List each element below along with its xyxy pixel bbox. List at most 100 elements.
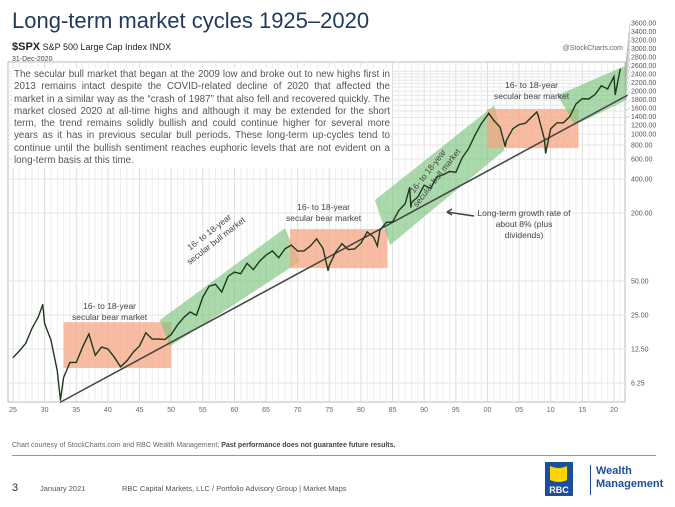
data-point [429,187,432,190]
data-point [88,333,90,335]
data-point [410,206,412,208]
y-tick-label: 600.00 [631,157,653,164]
y-tick-label: 2000.00 [631,89,656,96]
trend-arrow [446,211,475,217]
data-point [354,248,356,250]
data-point [613,75,615,78]
x-tick-label: 75 [325,407,333,414]
x-tick-label: 85 [389,407,397,414]
data-point [18,350,20,352]
bull-channel-5 [557,65,627,126]
x-tick-label: 30 [41,407,49,414]
y-tick-label: 1600.00 [631,106,656,113]
y-tick-leader [624,65,631,88]
bear-range-0 [63,322,172,368]
x-tick-label: 10 [547,407,555,414]
data-point [569,116,571,118]
data-point [455,171,457,173]
data-point [607,88,609,90]
exchange: INDX [149,42,172,52]
data-point [25,342,27,345]
data-point [100,346,103,348]
annotation-trend-line: Long-term growth rate of about 8% (plus … [477,208,571,240]
y-tick-label: 50.00 [631,279,649,286]
data-point [107,348,109,350]
y-tick-label: 1000.00 [631,132,656,139]
data-point [50,339,52,341]
data-point [126,360,128,362]
data-point [556,122,558,124]
y-tick-label: 3200.00 [631,38,656,45]
data-point [42,303,44,306]
x-tick-label: 55 [199,407,207,414]
data-point [119,366,122,368]
data-point [322,247,324,249]
y-tick-label: 2600.00 [631,63,656,70]
data-point [379,229,381,231]
data-point [309,245,311,247]
y-tick-leader [624,48,631,81]
y-tick-label: 25.00 [631,313,649,320]
data-point [505,139,508,141]
y-tick-leader [624,23,631,72]
data-point [436,176,438,178]
x-tick-label: 35 [72,407,80,414]
data-point [113,356,115,358]
x-axis: 25 30 35 40 45 50 55 60 65 70 75 80 85 90 95 00 05 10 15 20 [9,407,618,414]
price-series [12,68,621,401]
data-point [486,114,489,116]
y-tick-label: 200.00 [631,211,653,218]
data-point [132,351,134,353]
y-tick-label: 1400.00 [631,114,656,121]
data-point [176,324,179,326]
x-tick-label: 05 [515,407,523,414]
data-point [448,170,451,173]
data-point [474,134,476,137]
data-point [214,283,217,285]
data-point [545,152,547,154]
data-point [410,202,413,204]
divider [12,455,656,456]
y-tick-leader [624,74,631,92]
annotation-bear-1: 16- to 18-year secular bear market [72,301,148,322]
data-point [524,122,527,124]
data-point [531,116,533,118]
data-point [233,271,236,273]
y-tick-label: 2800.00 [631,55,656,62]
y-tick-leader [624,40,631,78]
y-tick-leader [624,90,631,101]
data-point [284,248,286,250]
data-point [278,257,280,259]
page-number: 3 [12,482,19,494]
data-point [404,203,406,205]
trend-lines [59,94,629,404]
y-tick-label: 3600.00 [631,21,656,28]
x-tick-label: 40 [104,407,112,414]
data-point [183,316,185,319]
data-point [297,250,299,252]
data-point [614,93,616,96]
x-tick-label: 65 [262,407,270,414]
data-point [208,285,210,287]
data-point [265,254,267,256]
footer-date: January 2021 [40,484,86,493]
data-point [488,112,490,114]
x-tick-label: 60 [231,407,239,414]
y-tick-leader [624,31,631,75]
y-tick-leader [624,99,631,106]
data-point [170,333,172,336]
data-point [56,370,58,372]
data-point [94,354,96,356]
data-point [271,250,273,252]
data-point [493,119,495,122]
data-point [467,148,470,150]
y-tick-leader [624,107,631,112]
data-point [195,314,198,316]
y-tick-label: 6.25 [631,381,645,388]
data-point [600,85,602,87]
logo-divider [590,465,591,495]
data-point [316,238,318,240]
brand-name: Wealth Management [596,465,664,490]
data-point [518,124,520,126]
data-point [417,196,419,198]
